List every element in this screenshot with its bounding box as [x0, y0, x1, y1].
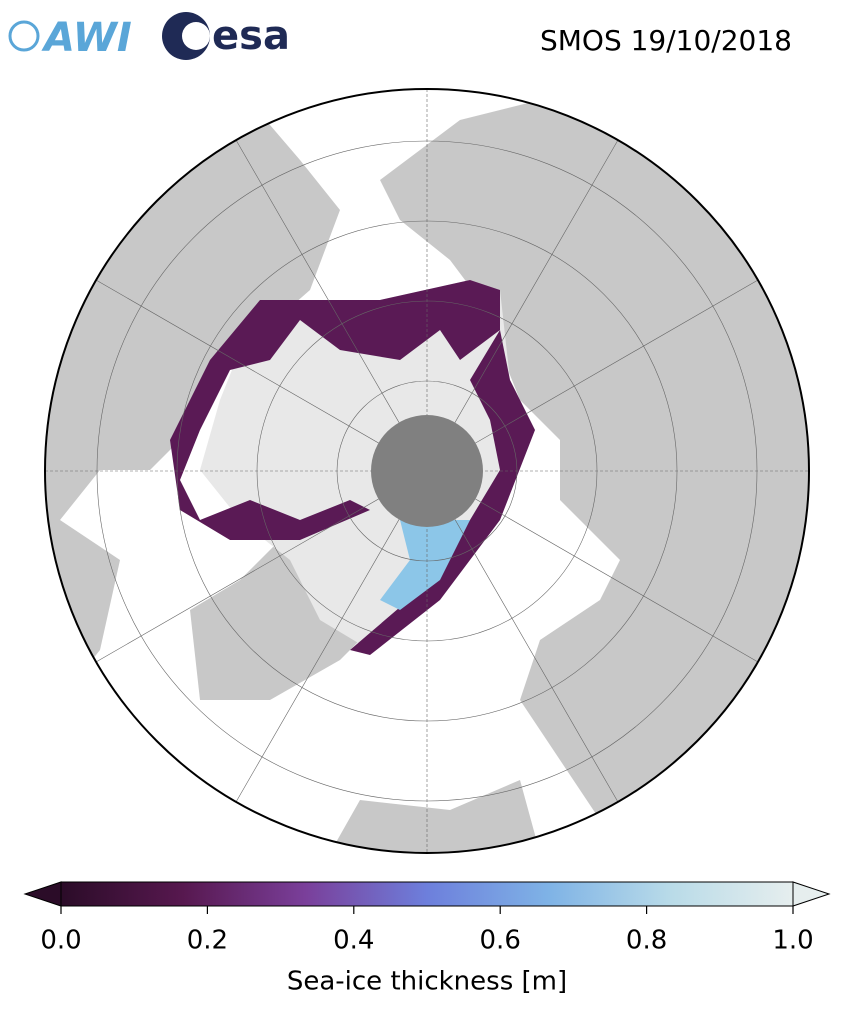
- awi-logo-text: AWI: [41, 15, 132, 61]
- colorbar-tick-label: 1.0: [772, 926, 813, 956]
- colorbar-tick-label: 0.2: [187, 926, 228, 956]
- colorbar-tick-label: 0.4: [333, 926, 374, 956]
- colorbar-tick-label: 0.8: [626, 926, 667, 956]
- awi-logo: AWI: [8, 15, 132, 61]
- colorbar-extend-low: [23, 881, 62, 907]
- title: SMOS 19/10/2018: [540, 24, 792, 57]
- colorbar-label: Sea-ice thickness [m]: [287, 967, 567, 997]
- esa-logo-text: esa: [212, 13, 290, 59]
- colorbar-tick-label: 0.0: [40, 926, 81, 956]
- esa-logo: esa: [162, 12, 290, 60]
- colorbar-tick-label: 0.6: [480, 926, 521, 956]
- colorbar-extend-high: [792, 881, 831, 907]
- colorbar: [23, 881, 831, 907]
- map: [45, 89, 809, 853]
- colorbar-body: [60, 881, 794, 907]
- map-frame: [44, 88, 810, 854]
